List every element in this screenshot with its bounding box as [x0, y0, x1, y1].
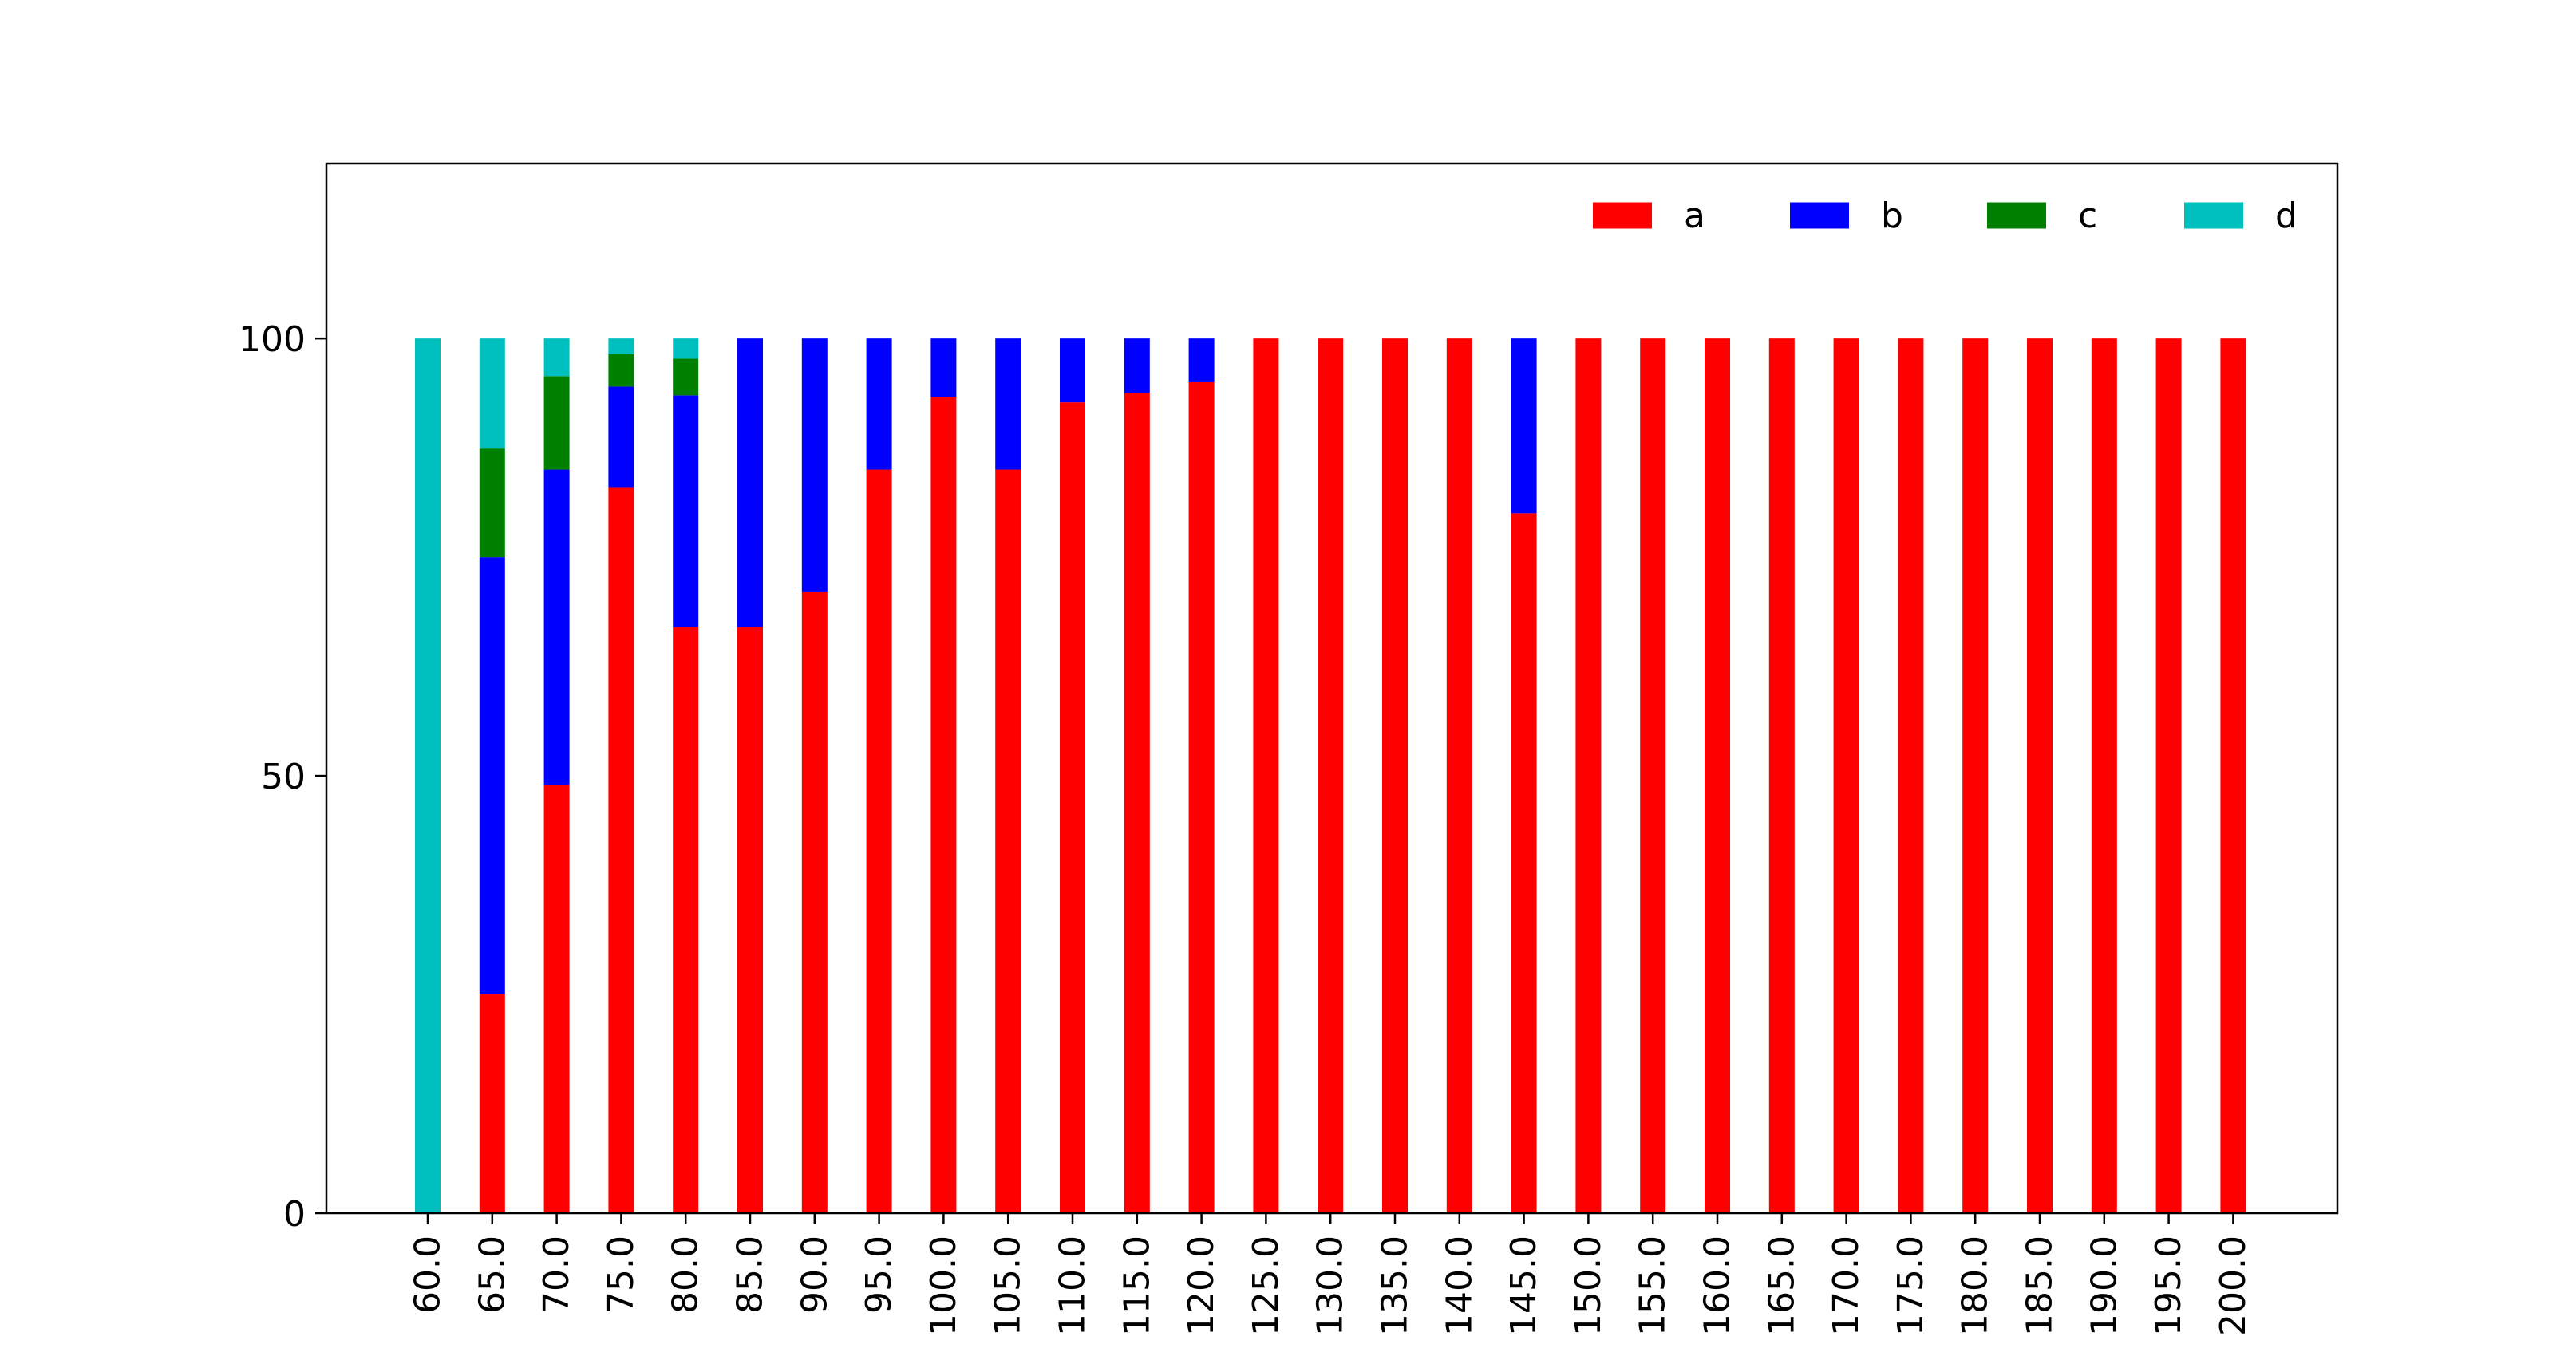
x-tick-label: 200.0 — [2213, 1235, 2254, 1336]
x-tick-label: 115.0 — [1116, 1235, 1157, 1336]
y-axis: 0 50 100 — [239, 319, 326, 1235]
x-tick-label: 150.0 — [1568, 1235, 1609, 1336]
bar-segment-b-75.0 — [608, 386, 634, 488]
x-tick-label: 90.0 — [794, 1235, 835, 1314]
bar-segment-a-135.0 — [1382, 338, 1408, 1213]
bar-segment-a-95.0 — [866, 469, 892, 1213]
x-tick-label: 75.0 — [601, 1235, 642, 1314]
bar-segment-d-65.0 — [479, 338, 505, 449]
y-tick-label: 0 — [283, 1194, 306, 1235]
bar-segment-c-75.0 — [608, 354, 634, 387]
bar-segment-b-100.0 — [930, 338, 957, 397]
bar-segment-a-170.0 — [1833, 338, 1859, 1213]
x-tick-label: 195.0 — [2148, 1235, 2189, 1336]
y-tick-label: 100 — [239, 319, 306, 360]
bar-segment-d-80.0 — [673, 338, 699, 359]
x-tick-label: 155.0 — [1633, 1235, 1673, 1336]
bar-segment-a-175.0 — [1898, 338, 1924, 1213]
x-tick-label: 125.0 — [1246, 1235, 1286, 1336]
legend-label-c: c — [2078, 196, 2097, 236]
bar-segment-a-125.0 — [1253, 338, 1279, 1213]
x-tick-label: 95.0 — [859, 1235, 899, 1314]
x-tick-label: 165.0 — [1761, 1235, 1802, 1336]
x-tick-label: 80.0 — [666, 1235, 706, 1314]
bar-segment-b-105.0 — [995, 338, 1021, 470]
x-tick-label: 110.0 — [1053, 1235, 1093, 1336]
x-tick-label: 60.0 — [408, 1235, 448, 1314]
plot-frame — [325, 162, 2339, 1215]
bar-segment-a-165.0 — [1768, 338, 1795, 1213]
x-tick-label: 130.0 — [1310, 1235, 1351, 1336]
bar-segment-a-185.0 — [2027, 338, 2053, 1213]
x-tick-label: 160.0 — [1697, 1235, 1738, 1336]
legend-swatch-b — [1790, 202, 1849, 229]
bar-segment-a-150.0 — [1575, 338, 1602, 1213]
bar-segment-a-130.0 — [1318, 338, 1344, 1213]
bar-segment-b-90.0 — [801, 338, 828, 592]
bar-segment-a-70.0 — [543, 785, 570, 1213]
bar-segment-b-145.0 — [1511, 338, 1537, 514]
bar-segment-a-115.0 — [1124, 393, 1150, 1213]
bar-segment-a-155.0 — [1640, 338, 1666, 1213]
x-tick-label: 85.0 — [730, 1235, 771, 1314]
legend-swatch-c — [1987, 202, 2046, 229]
bar-segment-d-75.0 — [608, 338, 634, 354]
bar-segment-b-70.0 — [543, 469, 570, 785]
legend-swatch-a — [1593, 202, 1652, 229]
legend-label-b: b — [1881, 196, 1903, 236]
x-tick-label: 140.0 — [1439, 1235, 1480, 1336]
x-tick-label: 180.0 — [1955, 1235, 1996, 1336]
legend-label-a: a — [1684, 196, 1705, 236]
x-axis: 60.0 65.0 70.0 75.0 80.0 85.0 90.0 95.0 100.0 105… — [408, 1213, 2254, 1336]
bar-segment-a-195.0 — [2155, 338, 2182, 1213]
bar-segment-a-120.0 — [1188, 381, 1215, 1214]
bar-segment-a-145.0 — [1511, 513, 1537, 1213]
x-tick-label: 135.0 — [1375, 1235, 1416, 1336]
x-tick-label: 145.0 — [1503, 1235, 1544, 1336]
legend: a b c d — [1593, 196, 2297, 236]
bar-segment-c-65.0 — [479, 448, 505, 558]
bar-segment-a-80.0 — [673, 627, 699, 1213]
x-tick-label: 65.0 — [472, 1235, 512, 1314]
x-tick-label: 70.0 — [536, 1235, 577, 1314]
bar-segment-d-70.0 — [543, 338, 570, 377]
bar-segment-d-60.0 — [415, 338, 441, 1213]
x-tick-label: 175.0 — [1891, 1235, 1931, 1336]
bar-segment-a-160.0 — [1705, 338, 1730, 1213]
x-tick-label: 120.0 — [1181, 1235, 1222, 1336]
legend-swatch-d — [2184, 202, 2243, 229]
bar-segment-a-105.0 — [995, 469, 1021, 1213]
bar-segment-a-100.0 — [930, 397, 957, 1214]
x-tick-label: 190.0 — [2084, 1235, 2124, 1336]
bar-segment-a-75.0 — [608, 487, 634, 1213]
y-tick-label: 50 — [261, 757, 306, 797]
x-tick-label: 105.0 — [988, 1235, 1029, 1336]
x-tick-label: 100.0 — [923, 1235, 964, 1336]
bar-segment-b-65.0 — [479, 557, 505, 995]
bar-segment-a-190.0 — [2091, 338, 2117, 1213]
x-tick-label: 185.0 — [2020, 1235, 2060, 1336]
x-tick-label: 170.0 — [1826, 1235, 1867, 1336]
bar-segment-a-85.0 — [737, 627, 763, 1213]
bar-segment-b-85.0 — [737, 338, 763, 627]
bar-segment-a-110.0 — [1060, 402, 1085, 1213]
bar-segment-b-120.0 — [1188, 338, 1215, 382]
bar-segment-b-80.0 — [673, 395, 699, 627]
bar-segment-a-140.0 — [1446, 338, 1472, 1213]
bar-segment-b-115.0 — [1124, 338, 1150, 393]
bars-layer — [415, 338, 2246, 1214]
bar-segment-a-200.0 — [2220, 338, 2246, 1213]
bar-segment-a-90.0 — [801, 591, 828, 1213]
bar-segment-b-95.0 — [866, 338, 892, 470]
bar-segment-a-180.0 — [1962, 338, 1989, 1213]
bar-segment-b-110.0 — [1060, 338, 1085, 403]
legend-label-d: d — [2275, 196, 2297, 236]
bar-segment-c-80.0 — [673, 358, 699, 396]
bar-segment-c-70.0 — [543, 376, 570, 470]
bar-segment-a-65.0 — [479, 994, 505, 1213]
